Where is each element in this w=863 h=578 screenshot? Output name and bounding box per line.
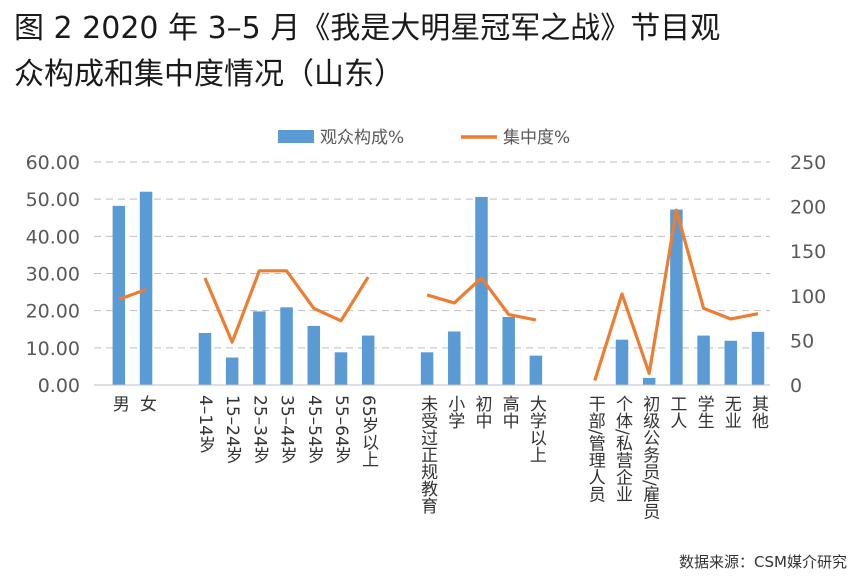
y-tick-label-right: 0 xyxy=(790,375,802,397)
bar xyxy=(225,357,239,385)
bar xyxy=(139,191,153,385)
x-category-label: 小学 xyxy=(444,395,465,429)
x-category-label: 25–34岁 xyxy=(249,395,269,464)
bar xyxy=(475,196,488,385)
bar xyxy=(529,355,543,385)
bar xyxy=(615,339,629,385)
y-tick-label-right: 150 xyxy=(790,241,826,263)
y-tick-label-left: 40.00 xyxy=(26,226,80,248)
x-category-label: 其他 xyxy=(748,395,769,429)
y-tick-label-right: 200 xyxy=(790,197,826,219)
x-category-label: 男 xyxy=(109,395,130,413)
bar xyxy=(724,340,738,385)
x-category-label: 干部/管理人员 xyxy=(585,395,606,503)
y-tick-label-right: 100 xyxy=(790,286,826,308)
data-source-note: 数据来源：CSM媒介研究 xyxy=(679,553,847,571)
bar xyxy=(502,316,515,385)
bar xyxy=(448,331,461,385)
x-category-label: 学生 xyxy=(694,395,715,429)
x-category-label: 大学以上 xyxy=(526,395,547,463)
legend-swatch-bar xyxy=(278,130,314,143)
bar xyxy=(361,335,375,385)
y-tick-label-left: 20.00 xyxy=(26,301,80,323)
bar xyxy=(334,352,348,385)
x-category-label: 无业 xyxy=(721,395,742,429)
bar xyxy=(253,311,266,385)
x-category-label: 初中 xyxy=(471,395,492,429)
x-category-label: 工人 xyxy=(666,395,687,429)
chart-title-block: 图 2 2020 年 3–5 月《我是大明星冠军之战》节目观 众构成和集中度情况… xyxy=(14,6,844,98)
bar xyxy=(670,209,683,385)
chart-title-line2: 众构成和集中度情况（山东） xyxy=(14,57,404,92)
x-category-label: 15–24岁 xyxy=(222,395,242,464)
y-tick-label-left: 30.00 xyxy=(26,264,80,286)
y-tick-label-left: 10.00 xyxy=(26,338,80,360)
series-line-segment xyxy=(426,276,537,322)
bar xyxy=(198,332,212,385)
legend-label-line: 集中度% xyxy=(503,128,570,148)
y-tick-label-left: 0.00 xyxy=(38,375,80,397)
series-line-segment xyxy=(118,288,147,301)
bar xyxy=(307,325,321,385)
series-line-segment xyxy=(593,208,759,382)
x-category-label: 个体/私营企业 xyxy=(612,395,633,503)
chart-svg: 0.00 10.00 20.00 30.00 40.00 50.00 60.00 0 50 100… xyxy=(26,128,827,520)
bar xyxy=(280,307,293,385)
bar xyxy=(697,335,710,385)
bar xyxy=(112,205,126,385)
series-line-segment xyxy=(203,269,370,344)
x-category-label: 65岁以上 xyxy=(358,395,379,468)
x-category-label: 高中 xyxy=(499,395,519,429)
y-tick-label-left: 60.00 xyxy=(26,152,80,174)
bar xyxy=(642,377,656,385)
x-category-label: 35–44岁 xyxy=(277,395,297,464)
y-tick-label-left: 50.00 xyxy=(26,189,80,211)
bar xyxy=(420,352,434,385)
bar xyxy=(751,331,765,385)
x-category-label: 初级公务员/雇员 xyxy=(639,395,660,520)
x-category-label: 45–54岁 xyxy=(304,395,324,464)
x-category-label: 未受过正规教育 xyxy=(417,395,438,515)
chart-title-line1: 图 2 2020 年 3–5 月《我是大明星冠军之战》节目观 xyxy=(14,11,721,46)
legend-label-bar: 观众构成% xyxy=(320,128,404,148)
y-tick-label-right: 50 xyxy=(790,330,814,352)
x-category-label: 55–64岁 xyxy=(331,395,351,464)
chart-area: 0.00 10.00 20.00 30.00 40.00 50.00 60.00 0 50 100… xyxy=(14,112,850,542)
x-category-label: 女 xyxy=(136,395,157,412)
x-category-label: 4–14岁 xyxy=(195,395,215,453)
y-tick-label-right: 250 xyxy=(790,152,826,174)
